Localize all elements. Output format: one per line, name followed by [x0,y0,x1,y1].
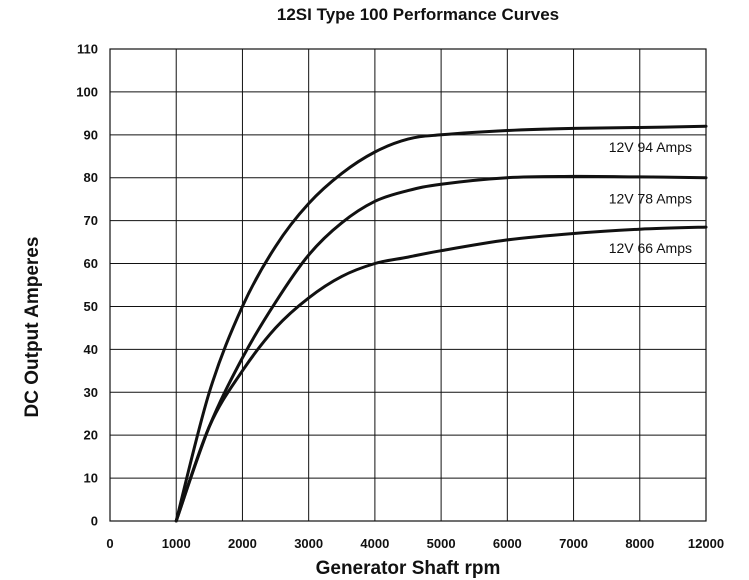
x-tick-label: 2000 [228,536,257,551]
y-tick-label: 20 [84,428,98,443]
series-curves [174,124,708,523]
x-tick-label: 3000 [294,536,323,551]
series-line-3 [174,225,708,523]
y-tick-label: 80 [84,170,98,185]
series-label-2: 12V 78 Amps [609,191,692,207]
x-axis-ticks: 0 1000 2000 3000 4000 5000 6000 7000 8000 12000 [106,536,724,551]
plot-frame [109,48,707,522]
y-tick-label: 70 [84,213,98,228]
y-tick-label: 40 [84,342,98,357]
chart-title: 12SI Type 100 Performance Curves [277,5,559,24]
x-tick-label: 1000 [162,536,191,551]
x-axis-label: Generator Shaft rpm [316,558,501,579]
series-line-1 [174,124,708,523]
series-label-1: 12V 94 Amps [609,139,692,155]
y-tick-label: 0 [91,514,98,529]
series-line-2 [174,174,708,523]
series-label-3: 12V 66 Amps [609,240,692,256]
series-labels: 12V 94 Amps 12V 78 Amps 12V 66 Amps [609,139,692,256]
y-tick-label: 110 [77,42,98,57]
x-tick-label: 5000 [427,536,456,551]
x-tick-label: 6000 [493,536,522,551]
y-axis-ticks: 0 10 20 30 40 50 60 70 80 90 100 110 [76,42,98,529]
y-tick-label: 10 [84,471,98,486]
y-tick-label: 30 [84,385,98,400]
x-tick-label: 12000 [688,536,724,551]
y-tick-label: 90 [84,127,98,142]
y-axis-label: DC Output Amperes [22,237,43,418]
x-tick-label: 7000 [559,536,588,551]
x-tick-label: 4000 [360,536,389,551]
x-tick-label: 0 [106,536,113,551]
y-tick-label: 100 [76,84,98,99]
x-tick-label: 8000 [625,536,654,551]
y-tick-label: 50 [84,299,98,314]
y-tick-label: 60 [84,256,98,271]
